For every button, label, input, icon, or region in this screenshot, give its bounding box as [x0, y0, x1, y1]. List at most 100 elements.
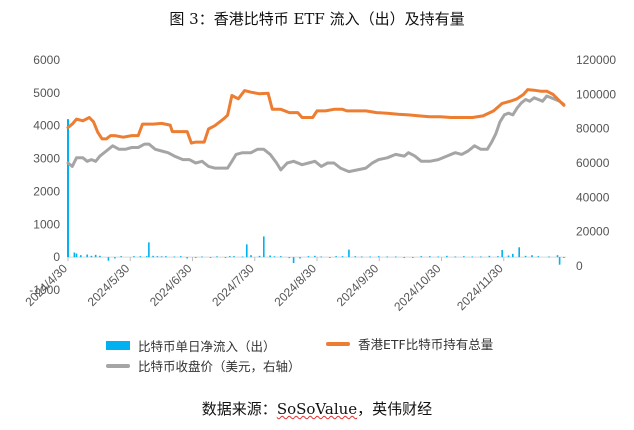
flow-bar — [454, 256, 457, 258]
flow-bar — [79, 255, 82, 258]
flow-bar — [145, 256, 148, 258]
flow-bar — [556, 255, 559, 258]
y-left-tick-label: 2000 — [33, 184, 60, 198]
flow-bar — [107, 257, 110, 261]
flow-bar — [90, 255, 93, 258]
flow-bar — [320, 256, 323, 258]
flow-bar — [228, 256, 231, 258]
flow-bar — [99, 255, 101, 258]
x-tick-label: 2024/9/30 — [334, 261, 382, 309]
flow-bar — [186, 257, 188, 259]
flow-bar — [269, 255, 271, 258]
flow-bar — [86, 254, 88, 258]
x-tick-label: 2024/8/30 — [271, 261, 319, 309]
flow-bar — [507, 255, 510, 258]
flow-bar — [216, 256, 218, 258]
flow-bar — [501, 249, 503, 258]
y-left-tick-label: 3000 — [33, 152, 60, 166]
flow-bar — [156, 256, 159, 258]
flow-bar — [558, 257, 561, 265]
y-left-tick-label: 5000 — [33, 86, 60, 100]
flow-bar — [262, 236, 265, 258]
y-right-tick-label: 40000 — [576, 190, 610, 204]
flow-bar — [114, 257, 116, 259]
flow-bar — [471, 256, 474, 258]
holdings-line — [66, 88, 566, 145]
flow-bar — [386, 256, 389, 258]
y-left-tick-label: 6000 — [33, 53, 60, 67]
flow-bar — [537, 256, 540, 258]
flow-bar — [148, 242, 150, 258]
flow-bar — [335, 256, 337, 258]
source-note: 数据来源：SoSoValue，英伟财经 — [0, 398, 634, 419]
y-right-tick-label: 20000 — [576, 225, 610, 239]
flow-bar — [354, 256, 357, 258]
x-tick-label: 2024/6/30 — [147, 261, 195, 309]
y-left-tick-label: 1000 — [33, 217, 60, 231]
flow-bar — [165, 256, 167, 258]
source-brand: SoSoValue — [276, 400, 358, 418]
flow-bar — [531, 255, 533, 258]
y-left-tick-label: 4000 — [33, 119, 60, 133]
flow-bar — [245, 244, 248, 258]
flow-bar — [437, 256, 440, 258]
y-right-tick-label: 60000 — [576, 156, 610, 170]
flow-bar — [394, 256, 397, 258]
flow-bar — [488, 255, 491, 258]
flow-bar — [280, 256, 282, 258]
flow-bar — [73, 252, 76, 258]
flow-bar — [428, 256, 431, 258]
flow-bar — [563, 257, 565, 258]
flow-bar — [420, 256, 423, 258]
flow-bar — [133, 256, 135, 258]
chart-title: 图 3：香港比特币 ETF 流入（出）及持有量 — [169, 10, 465, 28]
flow-bar — [179, 256, 182, 258]
flow-bar — [446, 255, 448, 258]
flow-bar — [299, 257, 301, 259]
flow-bar — [120, 256, 123, 258]
flow-bar — [233, 256, 235, 258]
flow-bar — [377, 256, 380, 258]
flow-bar — [360, 256, 363, 258]
x-tick-label: 2024/11/30 — [454, 261, 506, 313]
flow-bar — [94, 254, 97, 258]
flow-bar — [292, 257, 295, 264]
flow-bar — [403, 257, 406, 258]
flow-bar — [314, 255, 316, 258]
flow-bar — [273, 256, 276, 258]
flow-bar — [250, 255, 252, 258]
x-tick-label: 2024/5/30 — [85, 261, 133, 309]
flow-bar — [224, 257, 227, 258]
flow-bar — [548, 256, 550, 258]
y-left-tick-label: 0 — [53, 250, 60, 264]
flow-bar — [411, 257, 414, 258]
flow-bar — [75, 253, 78, 258]
flow-bar — [463, 256, 465, 258]
flow-bar — [518, 247, 520, 258]
y-right-tick-label: 0 — [576, 259, 583, 273]
flow-bar — [194, 257, 197, 258]
y-right-tick-label: 80000 — [576, 122, 610, 136]
flow-bar — [201, 256, 203, 258]
flow-bar — [348, 249, 350, 258]
flow-bar — [369, 256, 372, 258]
x-tick-label: 2024/10/30 — [391, 261, 444, 314]
x-tick-label: 2024/7/30 — [209, 261, 257, 309]
flow-bar — [341, 256, 344, 258]
price-line — [66, 94, 566, 174]
y-left-tick-label: -1000 — [29, 283, 60, 297]
source-prefix: 数据来源： — [201, 400, 277, 418]
y-right-tick-label: 100000 — [576, 87, 616, 101]
flow-bar — [497, 256, 499, 258]
flow-bar — [511, 253, 514, 258]
flow-bar — [288, 257, 291, 259]
flow-bar — [480, 256, 482, 258]
flow-bar — [139, 256, 142, 258]
flow-bar — [328, 257, 331, 258]
flow-bar — [173, 256, 176, 258]
flow-bar — [67, 119, 69, 258]
source-suffix: ，英伟财经 — [357, 400, 433, 418]
flow-bar — [209, 257, 212, 258]
flow-bar — [258, 255, 261, 258]
